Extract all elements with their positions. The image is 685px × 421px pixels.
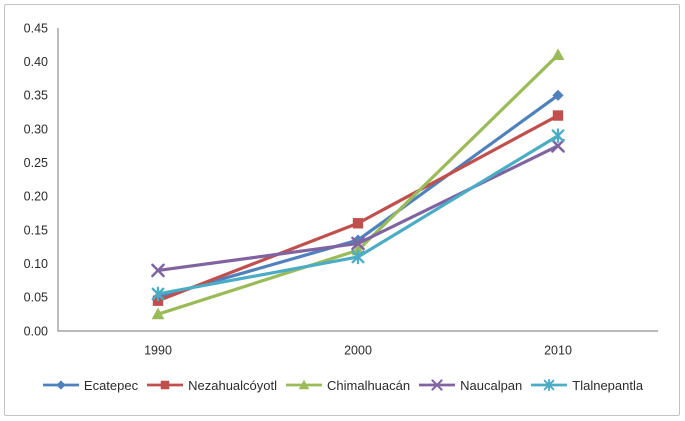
legend-marker-diamond-icon (42, 380, 79, 390)
data-point-chimalhuacan (551, 48, 565, 61)
chart-legend: Ecatepec Nezahualcóyotl Chimalhuacán Naucal… (0, 374, 685, 396)
y-axis-tick-label: 0.05 (24, 291, 48, 305)
legend-label: Nezahualcóyotl (188, 377, 277, 393)
legend-item-tlalnepantla: Tlalnepantla (530, 377, 643, 393)
legend-label: Chimalhuacán (327, 377, 411, 393)
y-axis-tick-label: 0.30 (24, 122, 48, 136)
data-point-chimalhuacan (151, 307, 165, 320)
data-point-tlalnepantla (151, 286, 165, 302)
data-point-nezahualcoyotl (352, 218, 364, 229)
data-point-tlalnepantla (351, 249, 365, 265)
legend-item-ecatepec: Ecatepec (42, 377, 138, 393)
legend-marker-asterisk-icon (531, 378, 568, 392)
legend-marker-glyph (56, 380, 66, 390)
series-line-nezahualcoyotl (156, 113, 560, 303)
y-axis-tick-label: 0.00 (24, 324, 48, 338)
x-axis-tick-label: 2000 (344, 344, 372, 358)
chart-frame (4, 4, 680, 416)
data-point-naucalpan (351, 236, 365, 251)
y-axis-tick-label: 0.15 (24, 223, 48, 237)
series-line-ecatepec (156, 93, 560, 299)
y-axis-tick-label: 0.40 (24, 55, 48, 69)
data-point-ecatepec (552, 89, 564, 101)
data-point-tlalnepantla (551, 128, 565, 144)
legend-marker-glyph (543, 378, 555, 392)
series-line-tlalnepantla (156, 134, 560, 296)
y-axis-tick-label: 0.20 (24, 190, 48, 204)
data-point-naucalpan (551, 138, 565, 153)
legend-marker-x-icon (419, 379, 456, 391)
y-axis-tick-label: 0.25 (24, 156, 48, 170)
x-axis-tick-label: 1990 (144, 344, 172, 358)
legend-item-nezahualcoyotl: Nezahualcóyotl (146, 377, 277, 393)
legend-label: Naucalpan (460, 377, 523, 393)
axis-lines (57, 28, 658, 332)
data-point-naucalpan (151, 263, 165, 278)
legend-label: Tlalnepantla (572, 377, 644, 393)
series-line-chimalhuacan (156, 53, 560, 316)
legend-marker-square-icon (147, 380, 184, 390)
legend-label: Ecatepec (83, 377, 139, 393)
legend-item-naucalpan: Naucalpan (418, 377, 522, 393)
legend-marker-triangle-icon (286, 379, 322, 390)
y-axis-tick-label: 0.10 (24, 257, 48, 271)
y-axis-tick-label: 0.45 (24, 21, 48, 35)
y-axis-tick-label: 0.35 (24, 89, 48, 103)
legend-marker-glyph (431, 379, 443, 391)
legend-marker-glyph (298, 379, 310, 390)
x-axis-tick-label: 2010 (544, 344, 572, 358)
legend-marker-glyph (160, 380, 170, 390)
legend-item-chimalhuacan: Chimalhuacán (285, 377, 410, 393)
data-point-nezahualcoyotl (552, 110, 564, 121)
